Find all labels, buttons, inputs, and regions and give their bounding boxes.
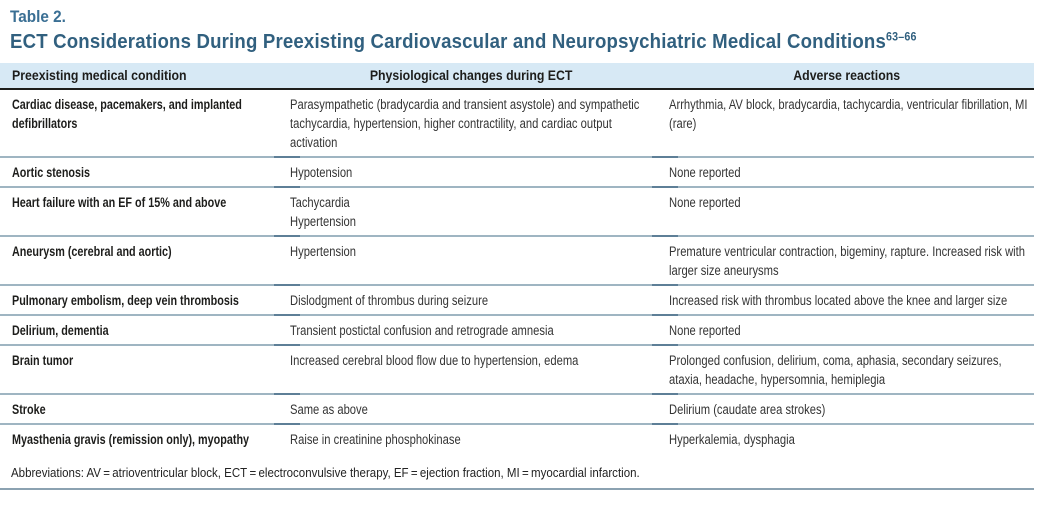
column-header-condition: Preexisting medical condition bbox=[12, 67, 187, 83]
condition-cell: Aneurysm (cerebral and aortic) bbox=[12, 244, 172, 259]
table-row: Aortic stenosis Hypotension None reporte… bbox=[0, 158, 1034, 186]
row-divider bbox=[0, 235, 1034, 237]
column-header-reactions: Adverse reactions bbox=[793, 67, 901, 83]
physiological-changes-cell: Hypotension bbox=[290, 165, 353, 180]
row-divider bbox=[0, 393, 1034, 395]
physiological-changes-cell: Parasympathetic (bradycardia and transie… bbox=[290, 97, 640, 150]
adverse-reactions-cell: None reported bbox=[669, 195, 741, 210]
table-row: Brain tumor Increased cerebral blood flo… bbox=[0, 346, 1034, 393]
physiological-changes-cell: Transient postictal confusion and retrog… bbox=[290, 323, 554, 338]
condition-cell: Cardiac disease, pacemakers, and implant… bbox=[12, 97, 242, 131]
physiological-changes-cell: Same as above bbox=[290, 402, 368, 417]
table-title-text: ECT Considerations During Preexisting Ca… bbox=[10, 31, 887, 53]
condition-cell: Delirium, dementia bbox=[12, 323, 109, 338]
row-divider bbox=[0, 186, 1034, 188]
condition-cell: Brain tumor bbox=[12, 353, 74, 368]
bottom-rule bbox=[0, 488, 1034, 490]
table-caption-area: Table 2. ECT Considerations During Preex… bbox=[0, 0, 1042, 54]
physiological-changes-cell: Hypertension bbox=[290, 244, 357, 259]
row-divider bbox=[0, 314, 1034, 316]
table-row: Aneurysm (cerebral and aortic) Hypertens… bbox=[0, 237, 1034, 284]
row-divider bbox=[0, 423, 1034, 425]
abbreviations-note: Abbreviations: AV = atrioventricular blo… bbox=[11, 465, 640, 480]
adverse-reactions-cell: Delirium (caudate area strokes) bbox=[669, 402, 826, 417]
row-divider bbox=[0, 344, 1034, 346]
table-row: Pulmonary embolism, deep vein thrombosis… bbox=[0, 286, 1034, 314]
header-divider bbox=[0, 88, 1034, 90]
table-title: ECT Considerations During Preexisting Ca… bbox=[10, 30, 1032, 54]
adverse-reactions-cell: Arrhythmia, AV block, bradycardia, tachy… bbox=[669, 97, 1028, 131]
condition-cell: Myasthenia gravis (remission only), myop… bbox=[12, 432, 250, 447]
table-row: Heart failure with an EF of 15% and abov… bbox=[0, 188, 1034, 235]
adverse-reactions-cell: Increased risk with thrombus located abo… bbox=[669, 293, 1008, 308]
table-title-citation: 63–66 bbox=[886, 31, 917, 44]
adverse-reactions-cell: Hyperkalemia, dysphagia bbox=[669, 432, 795, 447]
physiological-changes-cell: Dislodgment of thrombus during seizure bbox=[290, 293, 489, 308]
physiological-changes-cell: Increased cerebral blood flow due to hyp… bbox=[290, 353, 579, 368]
physiological-changes-cell: Tachycardia Hypertension bbox=[290, 195, 357, 229]
data-table: Preexisting medical condition Physiologi… bbox=[0, 63, 1034, 453]
table-row: Stroke Same as above Delirium (caudate a… bbox=[0, 395, 1034, 423]
table-header-row: Preexisting medical condition Physiologi… bbox=[0, 63, 1034, 88]
condition-cell: Pulmonary embolism, deep vein thrombosis bbox=[12, 293, 239, 308]
adverse-reactions-cell: Prolonged confusion, delirium, coma, aph… bbox=[669, 353, 1002, 387]
table-label-text: Table 2. bbox=[10, 7, 66, 26]
row-divider bbox=[0, 284, 1034, 286]
table-row: Cardiac disease, pacemakers, and implant… bbox=[0, 90, 1034, 156]
adverse-reactions-cell: None reported bbox=[669, 165, 741, 180]
row-divider bbox=[0, 156, 1034, 158]
condition-cell: Aortic stenosis bbox=[12, 165, 91, 180]
table-row: Myasthenia gravis (remission only), myop… bbox=[0, 425, 1034, 453]
condition-cell: Stroke bbox=[12, 402, 46, 417]
table-label: Table 2. bbox=[10, 7, 1032, 27]
adverse-reactions-cell: None reported bbox=[669, 323, 741, 338]
table-row: Delirium, dementia Transient postictal c… bbox=[0, 316, 1034, 344]
condition-cell: Heart failure with an EF of 15% and abov… bbox=[12, 195, 227, 210]
adverse-reactions-cell: Premature ventricular contraction, bigem… bbox=[669, 244, 1026, 278]
physiological-changes-cell: Raise in creatinine phosphokinase bbox=[290, 432, 461, 447]
column-header-changes: Physiological changes during ECT bbox=[369, 67, 573, 83]
